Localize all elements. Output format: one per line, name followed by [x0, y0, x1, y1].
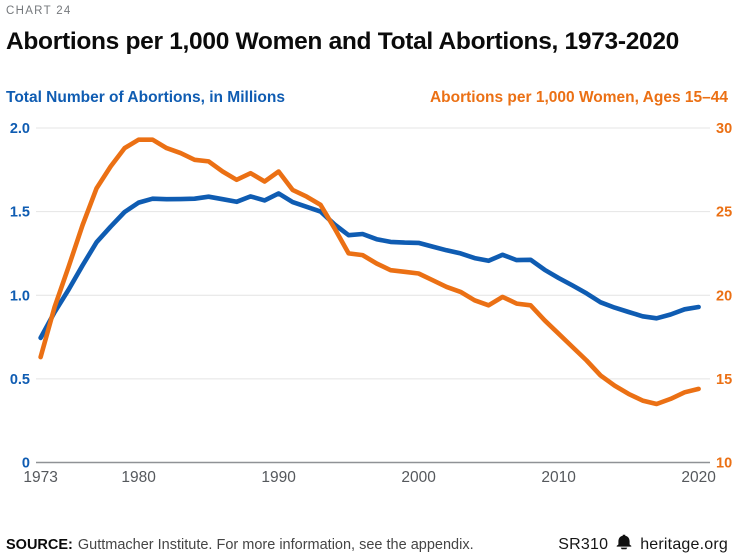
chart-kicker: CHART 24 — [6, 5, 72, 17]
legend-right-axis-label: Abortions per 1,000 Women, Ages 15–44 — [429, 89, 728, 106]
x-axis-tick-label: 2000 — [401, 469, 436, 486]
series-line-total-abortions — [38, 191, 701, 341]
right-axis-tick-label: 15 — [716, 372, 732, 388]
left-axis-tick-label: 1.0 — [10, 288, 30, 304]
right-axis-tick-label: 20 — [716, 288, 732, 304]
x-axis-tick-label: 2010 — [541, 469, 576, 486]
right-axis-tick-label: 10 — [716, 456, 732, 472]
left-axis-tick-label: 2.0 — [10, 121, 30, 137]
right-axis-tick-label: 30 — [716, 121, 732, 137]
brand-domain: heritage.org — [640, 535, 728, 553]
x-axis-tick-label: 1973 — [23, 469, 57, 486]
brand-block: SR310 heritage.org — [558, 534, 728, 555]
report-code: SR310 — [558, 535, 609, 553]
page-title: Abortions per 1,000 Women and Total Abor… — [6, 28, 679, 55]
liberty-bell-icon — [615, 534, 633, 555]
x-axis-tick-label: 2020 — [681, 469, 716, 486]
source-text: Guttmacher Institute. For more informati… — [77, 536, 474, 553]
footer: SOURCE: Guttmacher Institute. For more in… — [6, 534, 728, 555]
x-axis-tick-label: 1990 — [261, 469, 296, 486]
source-label: SOURCE: — [6, 536, 73, 553]
right-axis-tick-label: 25 — [716, 205, 732, 221]
left-axis-tick-label: 1.5 — [10, 205, 30, 221]
x-axis-tick-label: 1980 — [121, 469, 156, 486]
left-axis-tick-label: 0 — [22, 456, 30, 472]
legend-left-axis-label: Total Number of Abortions, in Millions — [6, 89, 285, 106]
source-line: SOURCE: Guttmacher Institute. For more in… — [6, 537, 474, 553]
left-axis-tick-label: 0.5 — [10, 372, 30, 388]
series-line-abortion-rate — [38, 137, 701, 407]
